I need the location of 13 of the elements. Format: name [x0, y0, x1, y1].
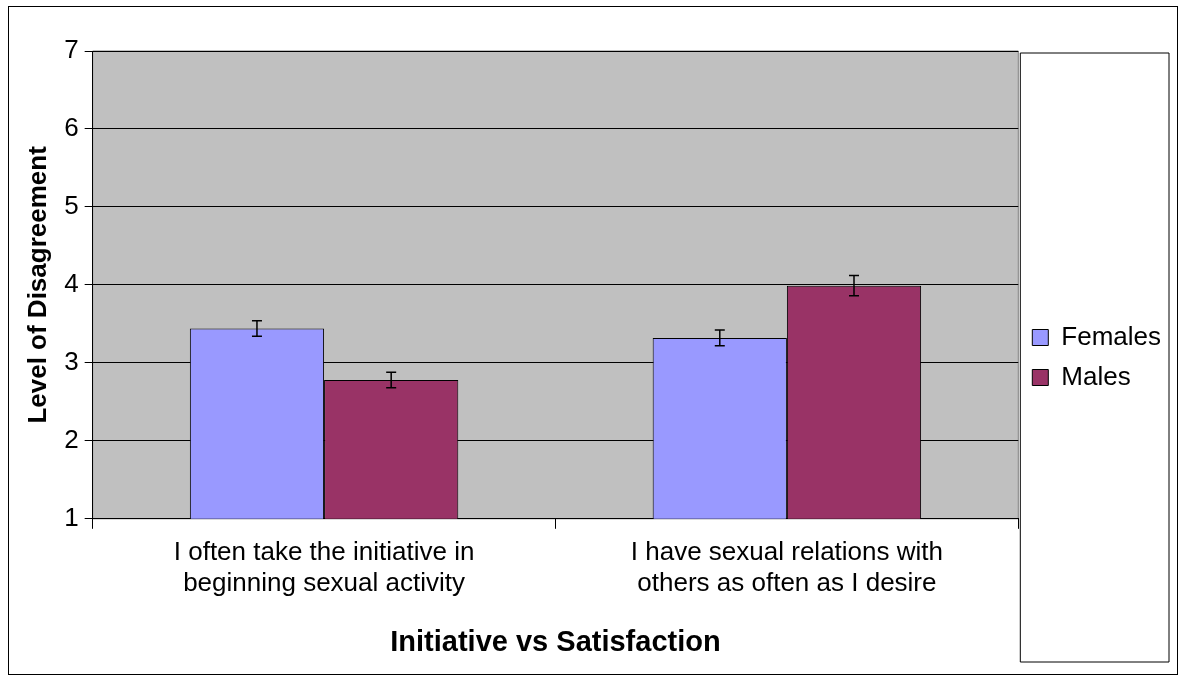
y-tick-label: 6	[64, 112, 79, 143]
y-axis-title: Level of Disagreement	[21, 145, 52, 424]
y-tick-label: 7	[64, 34, 79, 65]
x-tick-label: I often take the initiative in beginning sexual activity	[173, 535, 475, 597]
y-tick-label: 1	[64, 501, 79, 532]
x-tick-label: I have sexual relations with others as often as I desire	[630, 535, 943, 597]
x-axis-title: Initiative vs Satisfaction	[390, 624, 721, 657]
y-tick-label: 2	[64, 424, 79, 455]
legend-label: Males	[1061, 360, 1131, 391]
y-tick-label: 5	[64, 190, 79, 221]
y-tick-label: 4	[64, 268, 79, 299]
y-tick-label: 3	[64, 346, 79, 377]
legend-label: Females	[1061, 320, 1162, 351]
